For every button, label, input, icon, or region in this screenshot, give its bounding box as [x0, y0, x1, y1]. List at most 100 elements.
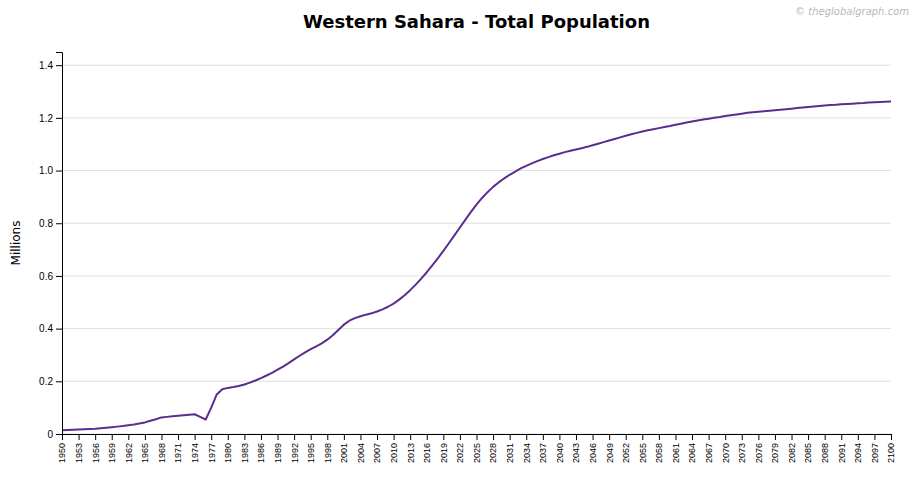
x-tick-label: 2037 — [538, 443, 548, 463]
x-tick: 2013 — [406, 434, 416, 463]
x-tick: 2046 — [588, 434, 598, 463]
x-tick: 2055 — [638, 434, 648, 463]
y-tick-label: 0.8 — [39, 218, 53, 229]
x-tick: 1977 — [207, 434, 217, 463]
x-tick-label: 2088 — [820, 443, 830, 463]
x-tick-label: 1986 — [256, 443, 266, 463]
y-tick-mark — [56, 276, 62, 277]
x-tick-mark — [758, 434, 759, 440]
y-tick-mark — [56, 171, 62, 172]
grid-line — [62, 275, 891, 276]
y-tick-mark — [56, 118, 62, 119]
y-axis-line — [56, 53, 63, 435]
grid-line — [62, 328, 891, 329]
x-tick-label: 2082 — [787, 443, 797, 463]
grid-line — [62, 223, 891, 224]
x-tick-mark — [477, 434, 478, 440]
grid-line — [62, 170, 891, 171]
grid-line — [62, 117, 891, 118]
x-tick-label: 2025 — [472, 443, 482, 463]
x-tick: 2097 — [870, 434, 880, 463]
x-tick-label: 1968 — [157, 443, 167, 463]
x-tick-label: 1989 — [273, 443, 283, 463]
x-tick-mark — [145, 434, 146, 440]
x-tick-label: 2043 — [571, 443, 581, 463]
x-tick: 2076 — [754, 434, 764, 463]
x-tick: 2049 — [605, 434, 615, 463]
y-tick-label: 0.2 — [39, 376, 53, 387]
x-tick-mark — [725, 434, 726, 440]
x-tick: 2085 — [803, 434, 813, 463]
x-tick: 1986 — [256, 434, 266, 463]
x-tick-label: 2010 — [389, 443, 399, 463]
x-tick-label: 1950 — [57, 443, 67, 463]
x-tick-mark — [211, 434, 212, 440]
y-grid — [62, 65, 891, 434]
y-tick: 0.4 — [39, 323, 62, 334]
x-tick: 2010 — [389, 434, 399, 463]
x-tick-mark — [161, 434, 162, 440]
title: Western Sahara - Total Population — [303, 11, 650, 32]
y-tick-mark — [56, 223, 62, 224]
x-tick-mark — [593, 434, 594, 440]
x-tick: 2040 — [555, 434, 565, 463]
x-tick: 1983 — [240, 434, 250, 463]
x-tick-mark — [874, 434, 875, 440]
x-tick-mark — [394, 434, 395, 440]
x-tick-mark — [228, 434, 229, 440]
x-tick-mark — [79, 434, 80, 440]
x-tick-mark — [311, 434, 312, 440]
x-tick-label: 2004 — [356, 443, 366, 463]
x-tick-label: 2022 — [455, 443, 465, 463]
x-tick: 2016 — [422, 434, 432, 463]
x-tick-mark — [626, 434, 627, 440]
x-tick-mark — [642, 434, 643, 440]
x-tick-label: 2016 — [422, 443, 432, 463]
x-tick: 2094 — [853, 434, 863, 463]
y-tick-mark — [56, 65, 62, 66]
x-tick-mark — [95, 434, 96, 440]
x-tick-mark — [891, 434, 892, 440]
x-tick: 2037 — [538, 434, 548, 463]
y-tick-label: 0.4 — [39, 323, 53, 334]
x-tick: 1959 — [107, 434, 117, 463]
x-tick-mark — [775, 434, 776, 440]
x-tick-label: 2061 — [671, 443, 681, 463]
x-tick: 2007 — [372, 434, 382, 463]
x-tick: 2004 — [356, 434, 366, 463]
x-tick-mark — [526, 434, 527, 440]
x-tick: 2025 — [472, 434, 482, 463]
x-tick-label: 2064 — [687, 443, 697, 463]
y-tick-label: 1.2 — [39, 113, 53, 124]
x-tick: 2019 — [439, 434, 449, 463]
x-tick-label: 2049 — [605, 443, 615, 463]
x-tick: 1998 — [323, 434, 333, 463]
y-tick-label: 0 — [47, 429, 53, 440]
x-tick-label: 2085 — [803, 443, 813, 463]
y-tick-mark — [56, 434, 62, 435]
grid-line — [62, 381, 891, 382]
x-tick-label: 1992 — [290, 443, 300, 463]
y-tick-label: 1.4 — [39, 60, 53, 71]
x-tick-mark — [344, 434, 345, 440]
x-tick: 2052 — [621, 434, 631, 463]
y-tick: 1.0 — [39, 165, 62, 176]
x-axis: 1950195319561959196219651968197119741977… — [57, 434, 896, 463]
x-tick: 2100 — [886, 434, 896, 463]
x-tick-label: 2052 — [621, 443, 631, 463]
x-tick-label: 2067 — [704, 443, 714, 463]
x-tick-mark — [128, 434, 129, 440]
x-tick-mark — [244, 434, 245, 440]
x-tick-mark — [825, 434, 826, 440]
data-line — [62, 102, 891, 431]
x-tick-label: 1959 — [107, 443, 117, 463]
x-tick-label: 2094 — [853, 443, 863, 463]
x-tick-mark — [792, 434, 793, 440]
x-tick-label: 2001 — [339, 443, 349, 463]
x-tick: 1974 — [190, 434, 200, 463]
x-tick-label: 2040 — [555, 443, 565, 463]
x-tick-mark — [559, 434, 560, 440]
x-tick-mark — [841, 434, 842, 440]
x-tick: 1956 — [91, 434, 101, 463]
x-tick-label: 2007 — [372, 443, 382, 463]
